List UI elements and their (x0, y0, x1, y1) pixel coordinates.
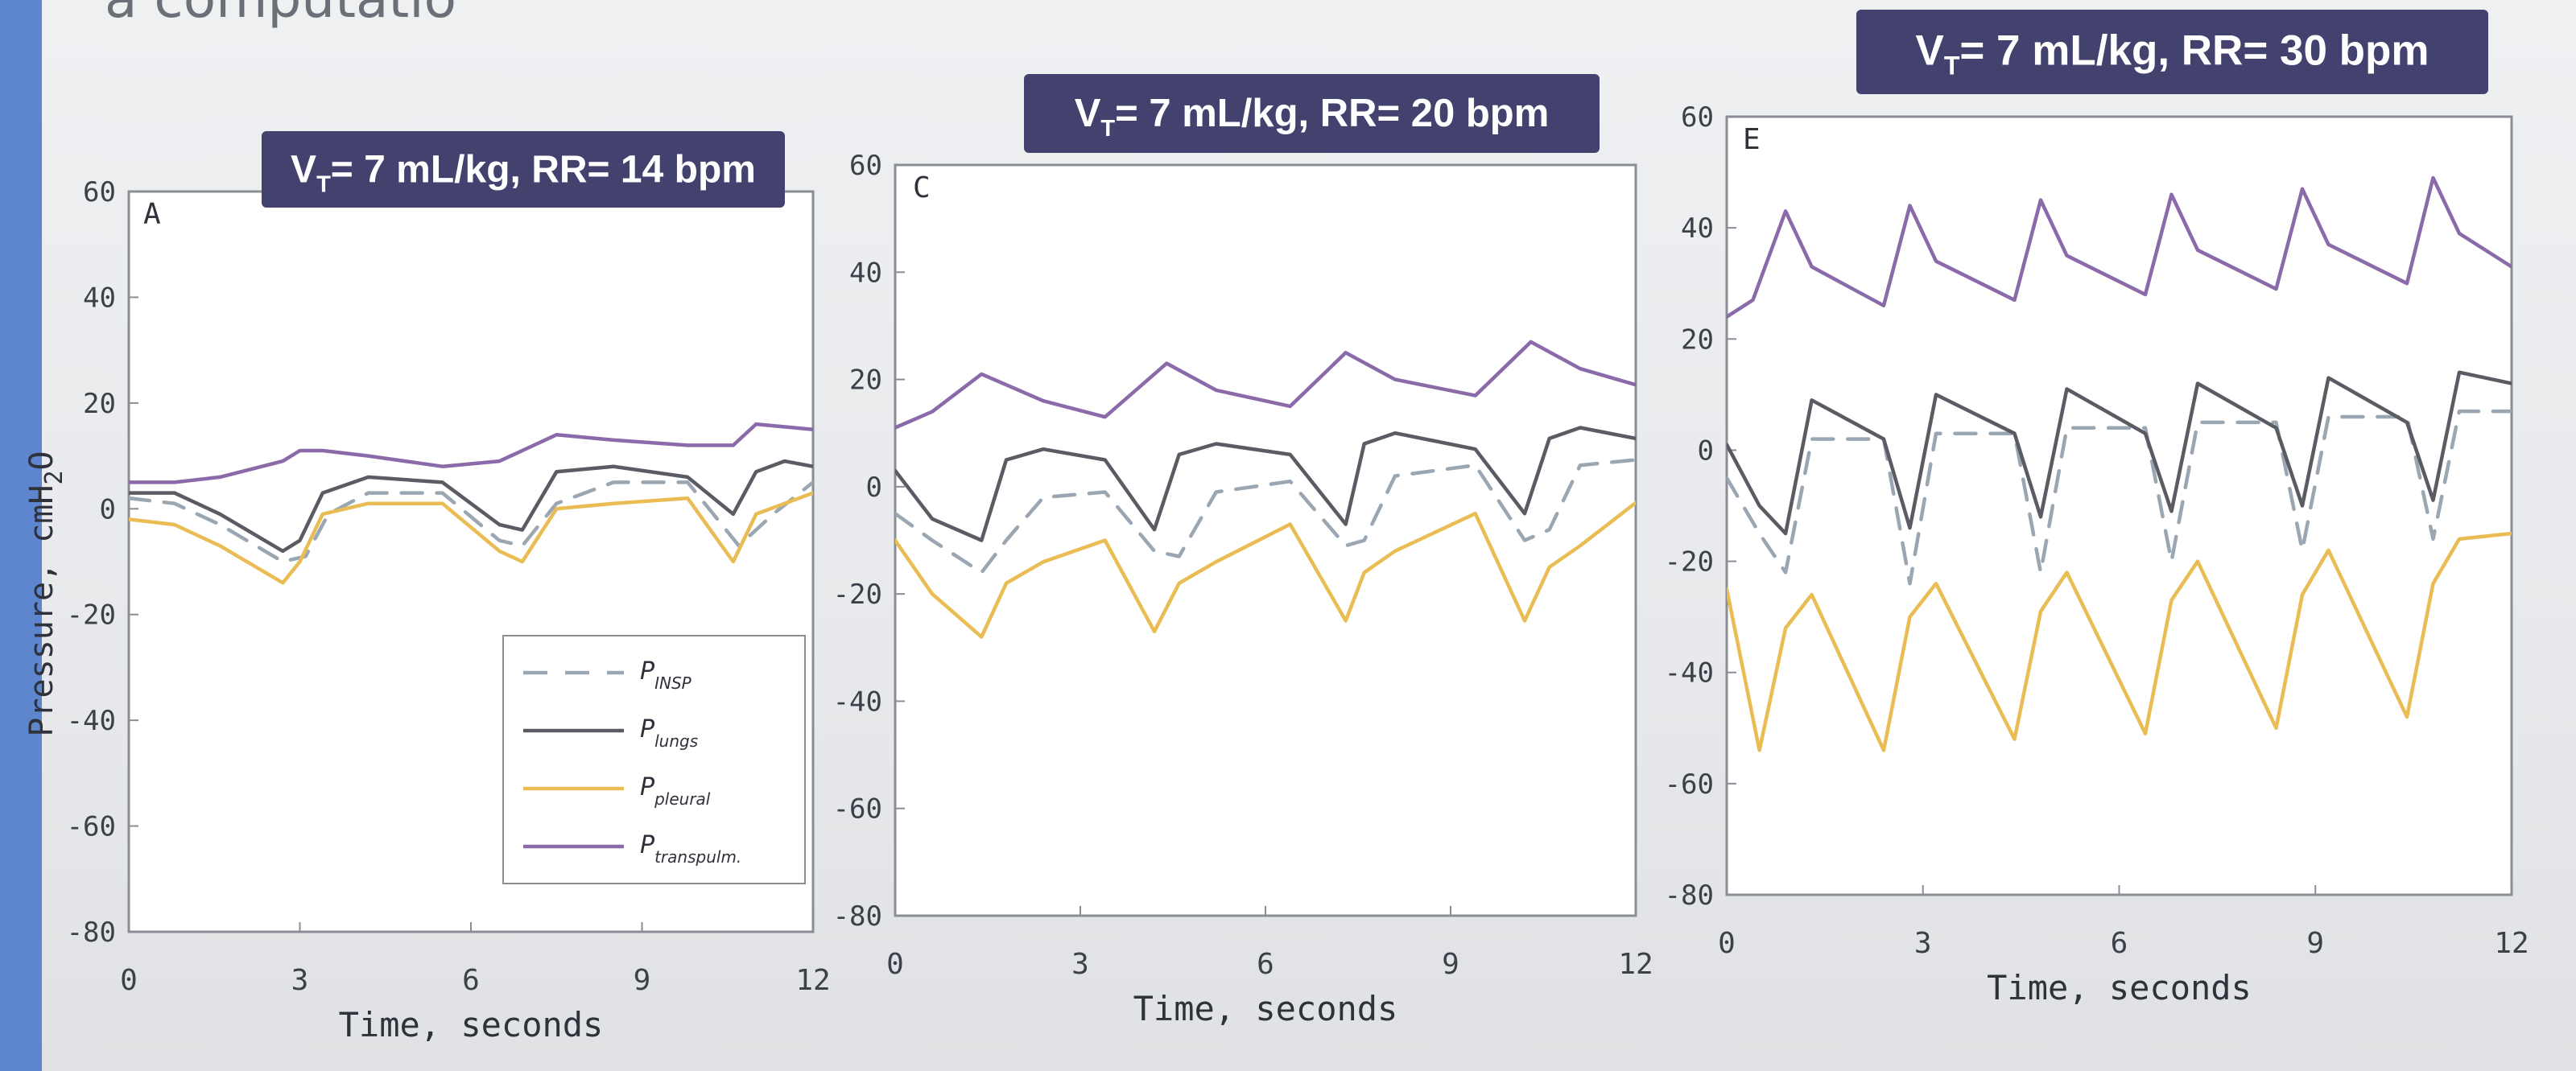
badge-text: VT= 7 mL/kg, RR= 30 bpm (1915, 27, 2429, 80)
series-group (129, 422, 813, 585)
x-tick-label: 0 (120, 964, 138, 997)
y-tick-label: -20 (1665, 546, 1714, 579)
slide-cut-off-text: a computatio (105, 0, 456, 30)
series-line-p-lungs (1727, 370, 2512, 536)
panel-title-badge: VT= 7 mL/kg, RR= 20 bpm (1024, 74, 1600, 153)
x-tick-label: 3 (1071, 948, 1089, 981)
x-tick-label: 3 (1914, 927, 1932, 960)
x-tick-label: 12 (1618, 948, 1653, 981)
y-axis-label: Pressure, cmH2O (23, 451, 68, 736)
y-tick-label: -20 (67, 599, 116, 632)
legend-label: Ptranspulm. (640, 831, 741, 867)
series-line-p-pleural (129, 491, 813, 585)
legend: PINSP Plungs Ppleural Ptranspulm. (502, 635, 806, 884)
series-line-p-transpulm (1727, 175, 2512, 319)
y-tick-label: -40 (1665, 657, 1714, 690)
series-line-p-lungs (129, 459, 813, 554)
series-line-p-insp (129, 480, 813, 564)
badge-background (1856, 10, 2488, 94)
x-tick-label: 0 (886, 948, 904, 981)
x-tick-label: 12 (2494, 927, 2529, 960)
y-tick-label: -40 (67, 705, 116, 737)
legend-box (502, 635, 806, 884)
legend-label: PINSP (640, 657, 692, 693)
chart-panel-e: -80 -60 -40 -20 0 20 40 60 0 3 6 9 12 Time, seconds E V… (1665, 10, 2529, 1007)
series-group (1727, 175, 2512, 752)
y-tick-label: 20 (849, 365, 882, 397)
series-line-p-transpulm (129, 422, 813, 484)
panel-title-badge: VT= 7 mL/kg, RR= 14 bpm (262, 131, 785, 208)
y-tick-label: 0 (866, 472, 882, 504)
x-axis-label: Time, seconds (1987, 968, 2252, 1007)
y-tick-label: 0 (1698, 435, 1714, 467)
plot-area (894, 163, 1637, 917)
y-tick-label: 40 (849, 257, 882, 289)
y-tick-label: 60 (83, 176, 116, 208)
y-tick-label: 20 (1681, 323, 1714, 356)
badge-text: VT= 7 mL/kg, RR= 20 bpm (1075, 92, 1550, 142)
series-group (895, 340, 1636, 639)
series-line-p-transpulm (895, 340, 1636, 430)
y-tick-label: -20 (833, 579, 882, 611)
badge-background (1024, 74, 1600, 153)
series-line-p-pleural (895, 500, 1636, 639)
x-tick-label: 6 (462, 964, 480, 997)
panel-letter: A (143, 198, 161, 231)
legend-label: Ppleural (640, 773, 711, 809)
x-tick-label: 6 (1257, 948, 1274, 981)
y-tick-label: -60 (1665, 768, 1714, 801)
x-tick-label: 0 (1718, 927, 1736, 960)
plot-area (1725, 115, 2513, 896)
y-tick-label: 60 (849, 150, 882, 182)
badge-text: VT= 7 mL/kg, RR= 14 bpm (291, 149, 756, 198)
badge-background (262, 131, 785, 208)
y-tick-label: -80 (1665, 879, 1714, 912)
x-axis-label: Time, seconds (339, 1005, 604, 1044)
series-line-p-insp (895, 458, 1636, 575)
x-tick-label: 9 (634, 964, 651, 997)
x-tick-label: 3 (291, 964, 309, 997)
x-tick-label: 9 (2306, 927, 2324, 960)
panel-letter: C (913, 171, 931, 204)
legend-label: Plungs (640, 715, 698, 751)
x-tick-label: 12 (795, 964, 830, 997)
chart-panel-c: -80 -60 -40 -20 0 20 40 60 0 3 6 9 12 Time, seconds C V… (833, 74, 1653, 1028)
panel-letter: E (1743, 123, 1761, 156)
x-axis-label: Time, seconds (1133, 989, 1398, 1028)
y-tick-label: -60 (67, 811, 116, 843)
y-tick-label: 20 (83, 388, 116, 420)
panel-title-badge: VT= 7 mL/kg, RR= 30 bpm (1856, 10, 2488, 94)
x-tick-label: 6 (2111, 927, 2128, 960)
series-line-p-pleural (1727, 531, 2512, 752)
y-tick-label: 0 (100, 493, 116, 525)
x-tick-label: 9 (1442, 948, 1459, 981)
y-tick-label: -80 (833, 900, 882, 933)
y-tick-label: 60 (1681, 101, 1714, 134)
series-line-p-lungs (895, 426, 1636, 542)
y-tick-label: 40 (1681, 212, 1714, 245)
chart-panel-a: -80 -60 -40 -20 0 20 40 60 0 3 6 9 12 Time, seconds Pr… (23, 131, 831, 1044)
y-tick-label: -60 (833, 793, 882, 826)
y-tick-label: -80 (67, 917, 116, 949)
y-tick-label: -40 (833, 686, 882, 718)
y-tick-label: 40 (83, 282, 116, 314)
